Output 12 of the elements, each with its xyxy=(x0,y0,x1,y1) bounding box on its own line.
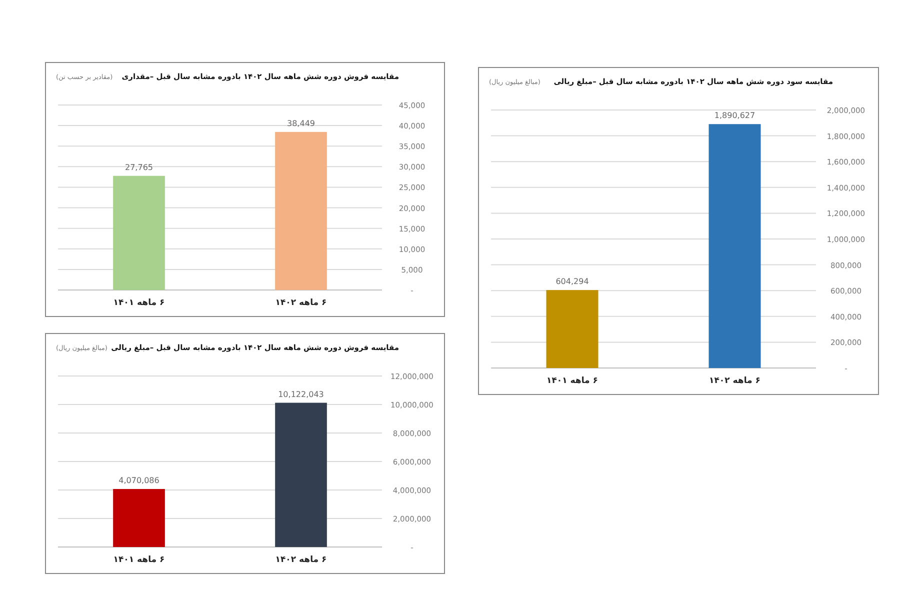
x-tick-label: ۶ ماهه ۱۴۰۱ xyxy=(113,298,165,308)
x-tick-label: ۶ ماهه ۱۴۰۲ xyxy=(275,298,327,308)
data-label: 27,765 xyxy=(125,162,153,172)
x-tick-label: ۶ ماهه ۱۴۰۱ xyxy=(546,376,598,386)
x-tick-label: ۶ ماهه ۱۴۰۲ xyxy=(709,376,760,386)
x-tick-label: ۶ ماهه ۱۴۰۱ xyxy=(113,555,165,565)
data-label: 1,890,627 xyxy=(714,111,756,120)
data-label: 604,294 xyxy=(556,277,589,286)
x-tick-label: ۶ ماهه ۱۴۰۲ xyxy=(275,555,327,565)
data-label: 4,070,086 xyxy=(118,476,160,485)
data-label: 10,122,043 xyxy=(278,390,324,399)
data-label: 38,449 xyxy=(287,118,315,128)
